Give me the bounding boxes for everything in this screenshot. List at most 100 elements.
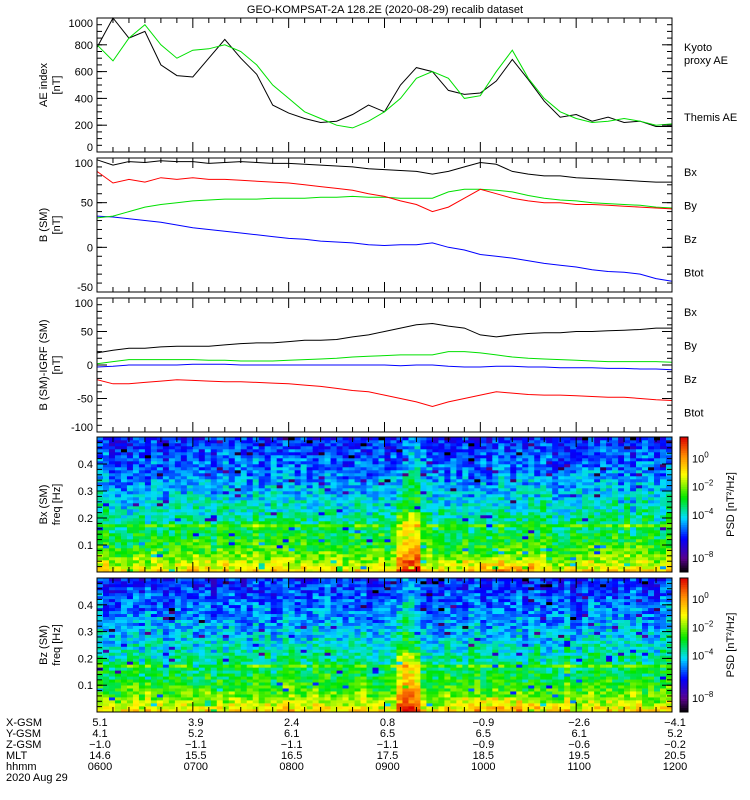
spectrogram-cell xyxy=(540,455,547,459)
spectrogram-cell xyxy=(282,464,289,468)
spectrogram-cell xyxy=(234,515,242,519)
spectrogram-cell xyxy=(330,557,337,561)
spectrogram-cell xyxy=(234,470,242,474)
spectrogram-cell xyxy=(180,443,188,447)
spectrogram-cell xyxy=(216,515,224,519)
spectrogram-cell xyxy=(534,497,541,501)
legend-kyoto: Kyoto xyxy=(684,42,712,54)
spectrogram-cell xyxy=(558,500,565,504)
spectrogram-cell xyxy=(336,491,343,495)
spectrogram-cell xyxy=(642,479,649,483)
spectrogram-cell xyxy=(420,503,427,507)
spectrogram-cell xyxy=(372,449,379,453)
spectrogram-cell xyxy=(666,539,673,543)
spectrogram-cell xyxy=(552,479,559,483)
spectrogram-cell xyxy=(252,500,260,504)
spectrogram-cell xyxy=(612,569,619,573)
spectrogram-cell xyxy=(522,503,529,507)
spectrogram-cell xyxy=(162,449,170,453)
spectrogram-cell xyxy=(246,527,254,531)
spectrogram-cell xyxy=(150,497,158,501)
spectrogram-cell xyxy=(354,503,361,507)
spectrogram-cell xyxy=(462,551,469,555)
spectrogram-cell xyxy=(570,509,577,513)
spectrogram-cell xyxy=(282,479,289,483)
spectrogram-cell xyxy=(366,521,373,525)
spectrogram-cell xyxy=(204,464,212,468)
spectrogram-cell xyxy=(498,470,505,474)
y-tick-label: 0.4 xyxy=(78,459,93,471)
spectrogram-cell xyxy=(156,542,164,546)
spectrogram-cell xyxy=(432,548,439,552)
spectrogram-cell xyxy=(420,527,427,531)
spectrogram-cell xyxy=(324,509,331,513)
spectrogram-cell xyxy=(504,467,511,471)
spectrogram-cell xyxy=(654,494,661,498)
spectrogram-cell xyxy=(186,539,194,543)
spectrogram-cell xyxy=(624,479,631,483)
spectrogram-cell xyxy=(132,500,140,504)
spectrogram-cell xyxy=(168,509,176,513)
spectrogram-cell xyxy=(144,518,152,522)
colorbar-segment xyxy=(680,450,688,454)
spectrogram-cell xyxy=(342,542,349,546)
colorbar-segment xyxy=(680,551,688,555)
spectrogram-cell xyxy=(630,554,637,558)
spectrogram-cell xyxy=(642,569,649,573)
spectrogram-cell xyxy=(252,530,260,534)
spectrogram-cell xyxy=(600,569,607,573)
spectrogram-cell xyxy=(396,530,403,534)
spectrogram-cell xyxy=(384,476,391,480)
spectrogram-cell xyxy=(300,494,307,498)
spectrogram-cell xyxy=(198,554,206,558)
spectrogram-cell xyxy=(174,485,182,489)
spectrogram-cell xyxy=(522,542,529,546)
spectrogram-cell xyxy=(486,473,493,477)
spectrogram-cell xyxy=(252,512,260,516)
spectrogram-cell xyxy=(510,509,517,513)
spectrogram-cell xyxy=(318,485,325,489)
spectrogram-cell xyxy=(648,479,655,483)
spectrogram-cell xyxy=(474,440,481,444)
spectrogram-cell xyxy=(168,467,176,471)
spectrogram-cell xyxy=(288,518,295,522)
spectrogram-cell xyxy=(534,455,541,459)
spectrogram-cell xyxy=(348,500,355,504)
spectrogram-cell xyxy=(378,539,385,543)
spectrogram-cell xyxy=(396,461,403,465)
spectrogram-cell xyxy=(660,458,667,462)
spectrogram-cell xyxy=(540,536,547,540)
spectrogram-cell xyxy=(438,461,445,465)
spectrogram-cell xyxy=(294,476,301,480)
spectrogram-cell xyxy=(534,515,541,519)
spectrogram-cell xyxy=(432,488,439,492)
spectrogram-cell xyxy=(198,557,206,561)
spectrogram-cell xyxy=(144,545,152,549)
spectrogram-cell xyxy=(138,518,146,522)
spectrogram-cell xyxy=(666,482,673,486)
spectrogram-cell xyxy=(582,518,589,522)
spectrogram-cell xyxy=(408,494,415,498)
spectrogram-cell xyxy=(576,533,583,537)
spectrogram-cell xyxy=(234,485,242,489)
spectrogram-cell xyxy=(318,500,325,504)
spectrogram-cell xyxy=(612,458,619,462)
spectrogram-cell xyxy=(192,476,200,480)
spectrogram-cell xyxy=(318,440,325,444)
spectrogram-cell xyxy=(97,697,104,701)
spectrogram-cell xyxy=(402,542,409,546)
spectrogram-cell xyxy=(216,506,224,510)
spectrogram-cell xyxy=(576,509,583,513)
spectrogram-cell xyxy=(564,524,571,528)
spectrogram-cell xyxy=(270,476,277,480)
spectrogram-cell xyxy=(168,488,176,492)
spectrogram-cell xyxy=(474,497,481,501)
spectrogram-cell xyxy=(318,506,325,510)
spectrogram-cell xyxy=(360,443,367,447)
spectrogram-cell xyxy=(354,461,361,465)
spectrogram-cell xyxy=(480,473,487,477)
spectrogram-cell xyxy=(228,566,236,570)
spectrogram-cell xyxy=(306,443,313,447)
spectrogram-cell xyxy=(594,542,601,546)
spectrogram-cell xyxy=(606,479,613,483)
